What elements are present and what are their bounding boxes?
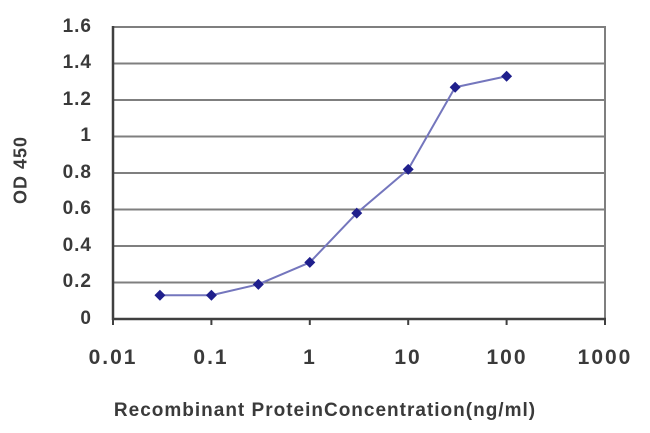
diamond-marker: [351, 207, 363, 219]
y-tick-label: 1.2: [62, 89, 92, 110]
x-tick-label: 100: [486, 346, 528, 369]
gridlines: [113, 26, 605, 284]
x-axis-title: Recombinant ProteinConcentration(ng/ml): [113, 400, 537, 421]
axes: [111, 26, 606, 321]
data-line: [159, 75, 507, 297]
diamond-marker: [449, 81, 461, 93]
y-tick-label: 1.4: [62, 52, 92, 73]
y-tick-label: 0.2: [62, 271, 92, 292]
diamond-marker: [304, 256, 316, 268]
diamond-marker: [154, 289, 166, 301]
data-markers: [154, 70, 513, 301]
diamond-marker: [205, 289, 217, 301]
diamond-marker: [501, 70, 513, 82]
y-tick-label: 1: [80, 125, 92, 146]
y-tick-label: 0: [80, 308, 92, 329]
diamond-marker: [252, 278, 264, 290]
x-tick-marks: [112, 319, 606, 325]
y-tick-label: 0.6: [62, 198, 92, 219]
x-tick-label: 0.01: [88, 346, 138, 369]
y-tick-label: 0.4: [62, 235, 92, 256]
y-tick-label: 1.6: [62, 16, 92, 37]
y-tick-label: 0.8: [62, 162, 92, 183]
diamond-marker: [402, 163, 414, 175]
x-tick-label: 10: [394, 346, 422, 369]
x-tick-label: 1000: [577, 346, 633, 369]
x-tick-label: 0.1: [193, 346, 229, 369]
x-tick-label: 1: [303, 346, 317, 369]
